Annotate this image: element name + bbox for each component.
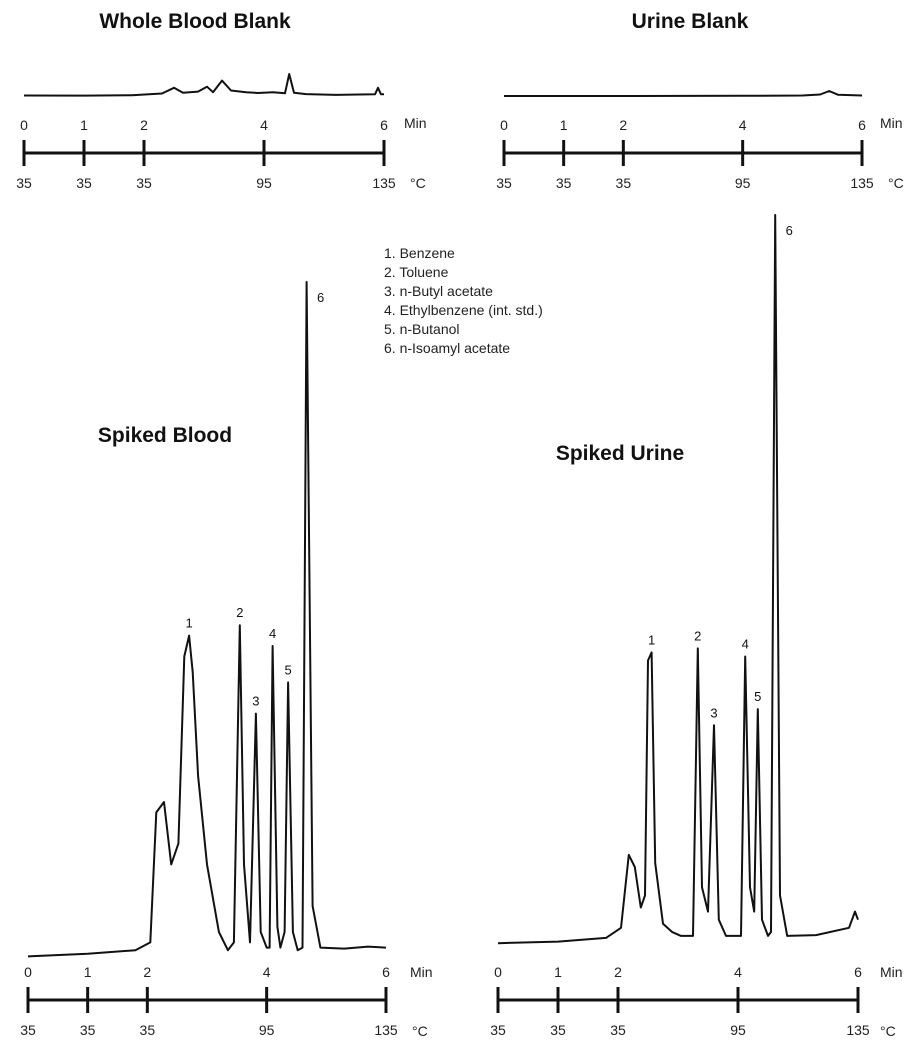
legend-item: 5. n-Butanol	[384, 321, 460, 337]
temp-tick-label: 35	[550, 1022, 566, 1038]
temp-unit-label: °C	[412, 1023, 428, 1039]
time-tick-label: 6	[380, 117, 388, 133]
temp-unit-label: °C	[888, 175, 904, 191]
time-tick-label: 2	[614, 964, 622, 980]
trace-spiked-urine	[497, 214, 859, 945]
time-tick-label: 4	[734, 964, 742, 980]
temp-tick-label: 135	[846, 1022, 870, 1038]
temp-tick-label: 95	[256, 175, 272, 191]
legend-item: 6. n-Isoamyl acetate	[384, 340, 510, 356]
time-unit-label: Min	[880, 964, 903, 980]
peak-label-4: 4	[742, 636, 749, 651]
time-tick-label: 0	[24, 964, 32, 980]
temp-tick-label: 135	[372, 175, 396, 191]
temp-tick-label: 35	[556, 175, 572, 191]
peak-label-1: 1	[185, 616, 192, 631]
time-tick-label: 6	[382, 964, 390, 980]
peak-label-2: 2	[694, 628, 701, 643]
temp-tick-label: 35	[20, 1022, 36, 1038]
time-tick-label: 0	[20, 117, 28, 133]
peak-label-6: 6	[317, 290, 324, 305]
peak-label-1: 1	[648, 632, 655, 647]
panel-title-spiked-urine: Spiked Urine	[556, 442, 684, 465]
temp-tick-label: 35	[80, 1022, 96, 1038]
time-tick-label: 4	[739, 117, 747, 133]
temp-unit-label: °C	[410, 175, 426, 191]
temp-tick-label: 35	[490, 1022, 506, 1038]
legend-item: 4. Ethylbenzene (int. std.)	[384, 302, 543, 318]
time-tick-label: 1	[80, 117, 88, 133]
peak-label-3: 3	[710, 705, 717, 720]
peak-labels-spiked-blood: 1 2 3 4 5 6	[185, 290, 324, 709]
temp-tick-label: 35	[140, 1022, 156, 1038]
temp-unit-label: °C	[880, 1023, 896, 1039]
time-tick-label: 1	[554, 964, 562, 980]
trace-spiked-blood	[27, 281, 387, 958]
trace-urine-blank	[504, 90, 863, 97]
time-unit-label: Min	[880, 115, 903, 131]
temp-tick-label: 135	[374, 1022, 398, 1038]
peak-label-5: 5	[754, 689, 761, 704]
time-tick-label: 0	[494, 964, 502, 980]
peak-label-5: 5	[285, 662, 292, 677]
time-tick-label: 4	[260, 117, 268, 133]
temp-tick-label: 35	[616, 175, 632, 191]
panel-title-spiked-blood: Spiked Blood	[98, 424, 232, 447]
temp-tick-label: 35	[136, 175, 152, 191]
temp-tick-label: 95	[735, 175, 751, 191]
peak-labels-spiked-urine: 1 2 3 4 5 6	[648, 223, 793, 720]
time-tick-label: 2	[619, 117, 627, 133]
temp-tick-label: 35	[496, 175, 512, 191]
panel-title-urine-blank: Urine Blank	[632, 10, 749, 33]
peak-label-6: 6	[786, 223, 793, 238]
time-tick-label: 2	[140, 117, 148, 133]
panel-title-whole-blood-blank: Whole Blood Blank	[99, 10, 291, 33]
time-tick-label: 4	[263, 964, 271, 980]
time-tick-label: 6	[858, 117, 866, 133]
trace-whole-blood-blank	[23, 73, 384, 97]
temp-tick-label: 95	[730, 1022, 746, 1038]
time-tick-label: 6	[854, 964, 862, 980]
time-unit-label: Min	[410, 964, 433, 980]
temp-tick-label: 35	[16, 175, 32, 191]
temp-tick-label: 35	[610, 1022, 626, 1038]
compound-legend: 1. Benzene 2. Toluene 3. n-Butyl acetate 4.…	[384, 245, 543, 356]
time-unit-label: Min	[404, 115, 427, 131]
legend-item: 1. Benzene	[384, 245, 455, 261]
time-tick-label: 1	[84, 964, 92, 980]
peak-label-3: 3	[252, 694, 259, 709]
temp-tick-label: 35	[76, 175, 92, 191]
legend-item: 2. Toluene	[384, 264, 449, 280]
time-tick-label: 2	[143, 964, 151, 980]
time-tick-label: 1	[560, 117, 568, 133]
temp-tick-label: 95	[259, 1022, 275, 1038]
peak-label-4: 4	[269, 626, 276, 641]
legend-item: 3. n-Butyl acetate	[384, 283, 493, 299]
temp-tick-label: 135	[850, 175, 874, 191]
time-tick-label: 0	[500, 117, 508, 133]
peak-label-2: 2	[236, 605, 243, 620]
